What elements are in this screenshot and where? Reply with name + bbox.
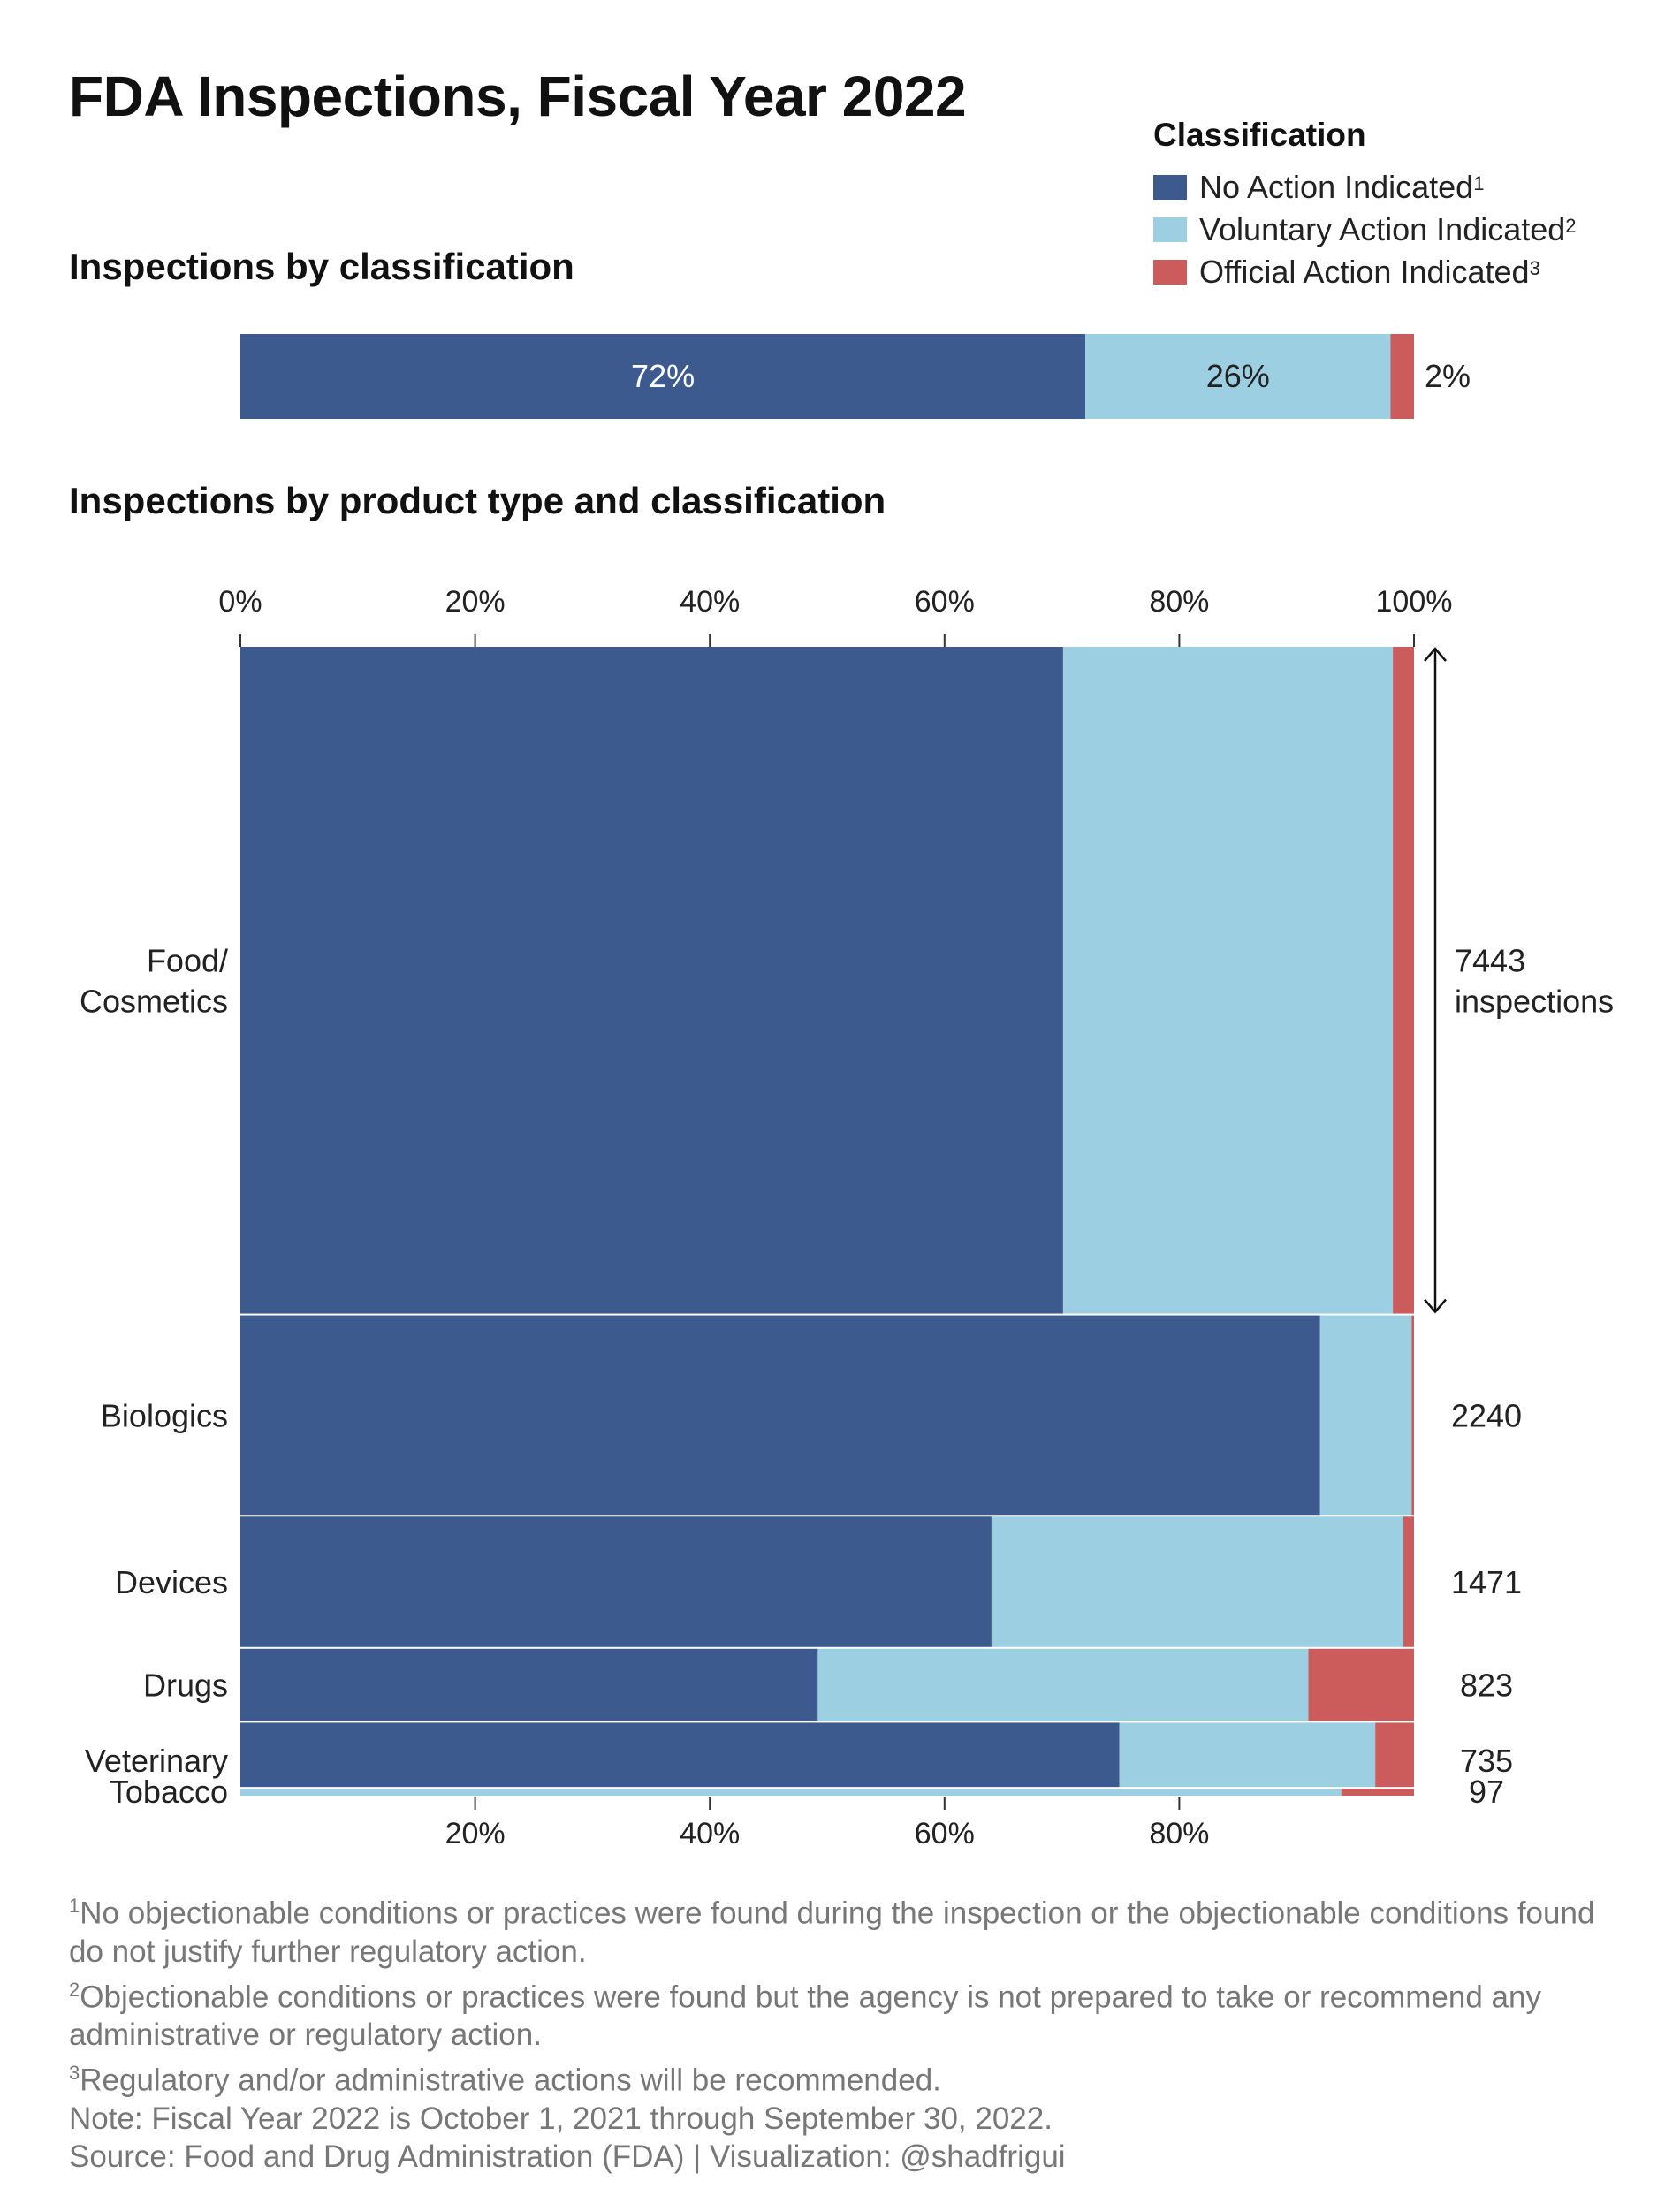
top-tick-label: 60% <box>915 585 975 619</box>
page-title: FDA Inspections, Fiscal Year 2022 <box>69 65 967 128</box>
segment-nai-row-2 <box>240 1516 992 1647</box>
legend-sup-oai: 3 <box>1529 257 1540 279</box>
summary-label-nai: 72% <box>631 358 695 394</box>
footnote-2-sup: 2 <box>69 1978 80 2001</box>
segment-nai-row-3 <box>240 1648 818 1721</box>
category-label: Veterinary <box>85 1743 228 1779</box>
legend-item-vai: Voluntary Action Indicated 2 <box>1153 209 1577 251</box>
count-label: 7443 inspections <box>1455 942 1614 1019</box>
category-label: Food/Cosmetics <box>80 942 228 1019</box>
legend-label-nai: No Action Indicated <box>1199 169 1474 205</box>
top-tick-label: 20% <box>445 585 506 619</box>
category-label: Drugs <box>143 1668 228 1704</box>
source-text: Source: Food and Drug Administration (FD… <box>69 2139 1066 2174</box>
segment-nai-row-1 <box>240 1315 1320 1516</box>
count-label: 1471 <box>1451 1564 1522 1600</box>
footnote-1-text: No objectionable conditions or practices… <box>69 1896 1595 1969</box>
product-chart-title: Inspections by product type and classifi… <box>69 480 886 521</box>
summary-bar-oai <box>1390 334 1414 419</box>
footnote-3-sup: 3 <box>69 2062 80 2085</box>
footnote-1-sup: 1 <box>69 1895 80 1917</box>
segment-oai-row-3 <box>1308 1648 1414 1721</box>
segment-nai-row-4 <box>240 1722 1120 1788</box>
top-tick-label: 100% <box>1376 585 1453 619</box>
footnote-2: 2Objectionable conditions or practices w… <box>69 1971 1624 2055</box>
count-label: 823 <box>1460 1668 1513 1704</box>
bottom-tick-label: 40% <box>680 1817 740 1850</box>
legend-label-oai: Official Action Indicated <box>1199 254 1530 290</box>
legend-swatch-vai <box>1153 217 1187 242</box>
product-chart: 0% 20% 40% 60% 80% 100% Food/Cosmetics 7443 insp… <box>80 585 1614 1850</box>
count-label: 97 <box>1469 1774 1504 1810</box>
segment-oai-row-5 <box>1341 1789 1414 1796</box>
footnote-3-text: Regulatory and/or administrative actions… <box>80 2063 941 2098</box>
segment-oai-row-2 <box>1403 1516 1414 1647</box>
summary-chart-title: Inspections by classification <box>69 246 574 287</box>
summary-chart: 72% 26% 2% <box>240 334 1471 419</box>
category-label: Tobacco <box>110 1774 228 1810</box>
legend-title: Classification <box>1153 117 1366 153</box>
top-tick-label: 80% <box>1149 585 1209 619</box>
span-arrow-head-bottom <box>1424 1298 1447 1314</box>
segment-nai-row-0 <box>240 647 1063 1314</box>
legend-swatch-nai <box>1153 175 1187 200</box>
summary-label-vai: 26% <box>1206 358 1270 394</box>
span-arrow-head-top <box>1424 647 1447 662</box>
category-label: Devices <box>115 1564 228 1600</box>
segment-oai-row-1 <box>1411 1315 1414 1516</box>
category-label: Biologics <box>101 1397 228 1433</box>
footnote-1: 1No objectionable conditions or practice… <box>69 1887 1624 1971</box>
footnote-3: 3Regulatory and/or administrative action… <box>69 2054 1624 2100</box>
bottom-tick-label: 20% <box>445 1817 506 1850</box>
legend-item-oai: Official Action Indicated 3 <box>1153 251 1577 293</box>
segment-vai-row-2 <box>991 1516 1404 1647</box>
segment-vai-row-1 <box>1319 1315 1412 1516</box>
top-tick-label: 0% <box>218 585 262 619</box>
summary-bar-vai <box>1085 334 1391 419</box>
segment-vai-row-0 <box>1062 647 1394 1314</box>
legend-sup-nai: 1 <box>1473 172 1485 194</box>
segment-vai-row-5 <box>240 1789 1342 1796</box>
footnotes: 1No objectionable conditions or practice… <box>69 1887 1624 2176</box>
summary-bar-nai <box>240 334 1086 419</box>
legend-sup-vai: 2 <box>1565 215 1577 237</box>
summary-label-oai: 2% <box>1425 358 1471 394</box>
legend-item-nai: No Action Indicated 1 <box>1153 166 1577 209</box>
bottom-tick-label: 80% <box>1149 1817 1209 1850</box>
top-tick-label: 40% <box>680 585 740 619</box>
bottom-tick-label: 60% <box>915 1817 975 1850</box>
segment-vai-row-3 <box>817 1648 1309 1721</box>
segment-oai-row-0 <box>1393 647 1414 1314</box>
footnote-2-text: Objectionable conditions or practices we… <box>69 1979 1541 2053</box>
legend-label-vai: Voluntary Action Indicated <box>1199 211 1566 247</box>
segment-oai-row-4 <box>1375 1722 1414 1788</box>
segment-vai-row-4 <box>1119 1722 1376 1788</box>
legend: Classification No Action Indicated 1 Volu… <box>1153 117 1577 293</box>
note-text: Note: Fiscal Year 2022 is October 1, 202… <box>69 2101 1053 2136</box>
count-label: 2240 <box>1451 1397 1522 1433</box>
legend-swatch-oai <box>1153 260 1187 285</box>
count-label: 735 <box>1460 1743 1513 1779</box>
